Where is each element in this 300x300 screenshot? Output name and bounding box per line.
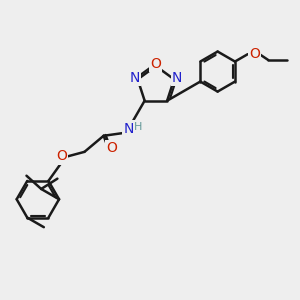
Text: O: O xyxy=(151,57,161,71)
Text: N: N xyxy=(123,122,134,136)
Text: O: O xyxy=(106,141,117,155)
Text: H: H xyxy=(134,122,142,132)
Text: N: N xyxy=(130,71,140,85)
Text: O: O xyxy=(249,47,260,61)
Text: O: O xyxy=(56,149,67,164)
Text: N: N xyxy=(172,71,182,85)
